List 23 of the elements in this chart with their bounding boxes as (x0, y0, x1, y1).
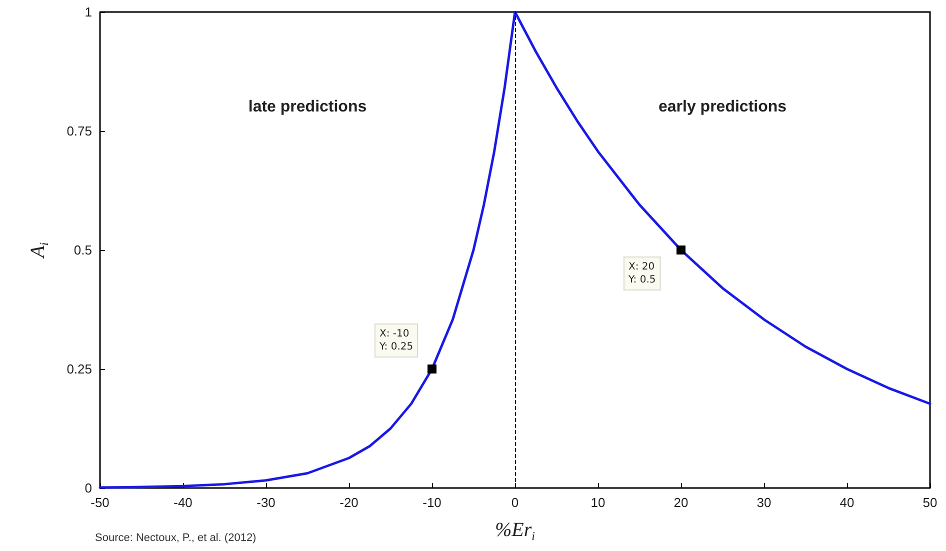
annotation: late predictions (248, 98, 367, 116)
source-note: Source: Nectoux, P., et al. (2012) (95, 532, 256, 544)
annotation: X: 20 Y: 0.5 (628, 262, 656, 286)
x-tick-label: -10 (422, 495, 442, 510)
x-tick-label: 0 (511, 495, 519, 510)
y-tick-label: 1 (84, 4, 92, 20)
y-tick-label: 0.25 (66, 362, 92, 376)
line-series (98, 10, 932, 489)
x-tick-label: 20 (674, 495, 688, 510)
x-tick-label: 40 (840, 495, 854, 510)
x-tick-label: -50 (90, 495, 110, 510)
x-tick-label: 30 (756, 495, 772, 510)
x-tick-label: -40 (174, 495, 192, 510)
y-tick-label: 0.5 (74, 242, 92, 258)
x-tick-label: 10 (590, 495, 606, 510)
y-tick-label: 0.75 (66, 124, 92, 138)
x-tick-label: 50 (922, 495, 938, 510)
y-axis-title: Ai (27, 242, 51, 260)
x-tick-label: -30 (256, 495, 276, 510)
x-tick-label: -20 (340, 495, 358, 510)
annotation: X: -10 Y: 0.25 (378, 328, 414, 352)
y-tick-label: 0 (84, 480, 92, 496)
annotation: early predictions (658, 98, 787, 116)
